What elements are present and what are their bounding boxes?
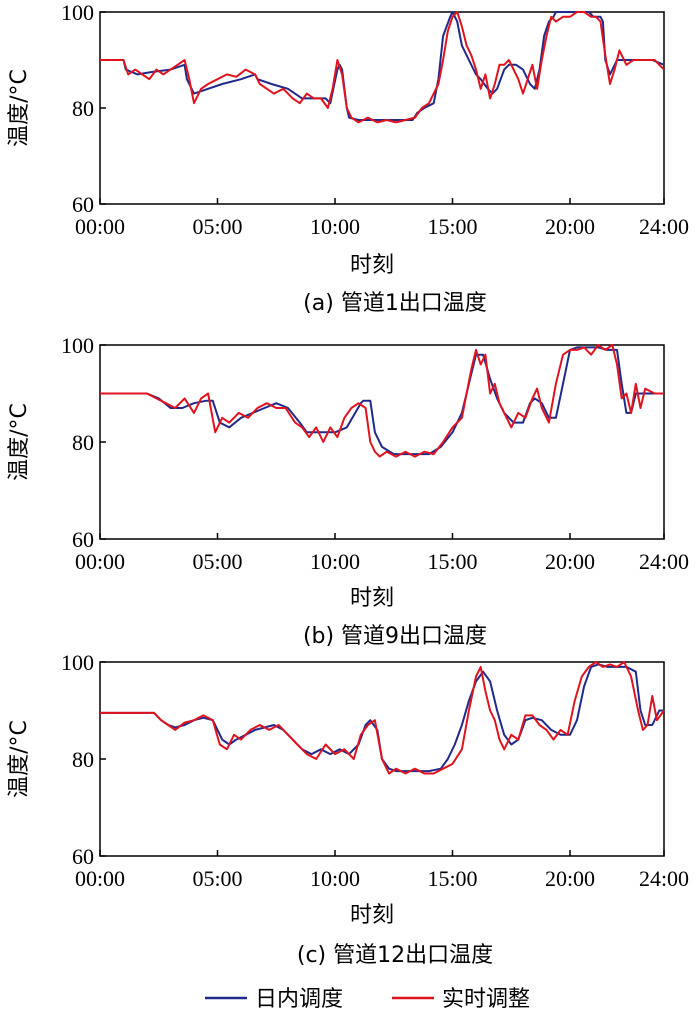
panel-b-xtick-label: 00:00 xyxy=(75,549,125,574)
panel-a-caption: (a) 管道1出口温度 xyxy=(303,291,487,316)
legend-label-realtime: 实时调整 xyxy=(442,987,530,1012)
panel-c-xlabel: 时刻 xyxy=(350,903,394,928)
panel-c-caption: (c) 管道12出口温度 xyxy=(297,943,493,968)
panel-b-series-realtime xyxy=(100,344,664,458)
panel-a-frame xyxy=(99,11,665,205)
panel-b-ytick-label: 80 xyxy=(72,430,94,455)
panel-a-ytick-label: 80 xyxy=(72,96,94,121)
panel-c-ytick-label: 100 xyxy=(61,650,94,675)
panel-a-xtick-label: 05:00 xyxy=(192,214,242,239)
panel-c-xtick-label: 00:00 xyxy=(75,866,125,891)
panel-b-xlabel: 时刻 xyxy=(350,586,394,611)
panel-c-xtick-label: 24:00 xyxy=(639,866,689,891)
panel-c-ytick-label: 80 xyxy=(72,747,94,772)
panel-a-ytick-label: 100 xyxy=(61,0,94,25)
panel-a-ylabel: 温度/°C xyxy=(7,69,32,147)
panel-b-xtick-label: 15:00 xyxy=(427,549,477,574)
panel-c: 60 80 100 00:00 05:00 10:00 15:00 20:00 24:00 温度/… xyxy=(7,650,689,968)
panel-c-xtick-label: 10:00 xyxy=(310,866,360,891)
panel-b-ylabel: 温度/°C xyxy=(7,403,32,481)
panel-b-xtick-label: 05:00 xyxy=(192,549,242,574)
panel-a: 60 80 100 00:00 05:00 10:00 15:00 20:00 24:00 温度/… xyxy=(7,0,689,316)
panel-c-ytick-label: 60 xyxy=(72,844,94,869)
panel-a-series-realtime xyxy=(100,11,665,124)
panel-c-ylabel: 温度/°C xyxy=(7,720,32,798)
panel-c-xtick-label: 15:00 xyxy=(427,866,477,891)
legend-label-day-ahead: 日内调度 xyxy=(255,987,343,1012)
panel-c-series-day-ahead xyxy=(100,663,664,773)
panel-c-series-realtime xyxy=(100,661,665,775)
panel-a-xtick-label: 15:00 xyxy=(427,214,477,239)
panel-a-xtick-label: 24:00 xyxy=(639,214,689,239)
panel-a-xtick-label: 10:00 xyxy=(310,214,360,239)
panel-b-caption: (b) 管道9出口温度 xyxy=(303,624,487,649)
panel-a-ytick-label: 60 xyxy=(72,192,94,217)
panel-b: 60 80 100 00:00 05:00 10:00 15:00 20:00 24:00 温度/… xyxy=(7,333,689,649)
panel-b-xtick-label: 20:00 xyxy=(545,549,595,574)
panel-b-series-day-ahead xyxy=(100,346,664,456)
panel-b-xtick-label: 24:00 xyxy=(639,549,689,574)
panel-b-frame xyxy=(99,344,665,540)
panel-b-xtick-label: 10:00 xyxy=(310,549,360,574)
panel-c-xtick-label: 05:00 xyxy=(192,866,242,891)
panel-b-ytick-label: 100 xyxy=(61,333,94,358)
panel-a-xlabel: 时刻 xyxy=(350,253,394,278)
panel-c-xtick-label: 20:00 xyxy=(545,866,595,891)
legend: 日内调度 实时调整 xyxy=(205,987,530,1012)
panel-b-ytick-label: 60 xyxy=(72,527,94,552)
panel-a-xtick-label: 20:00 xyxy=(545,214,595,239)
panel-a-series-day-ahead xyxy=(100,11,665,121)
panel-a-xtick-label: 00:00 xyxy=(75,214,125,239)
